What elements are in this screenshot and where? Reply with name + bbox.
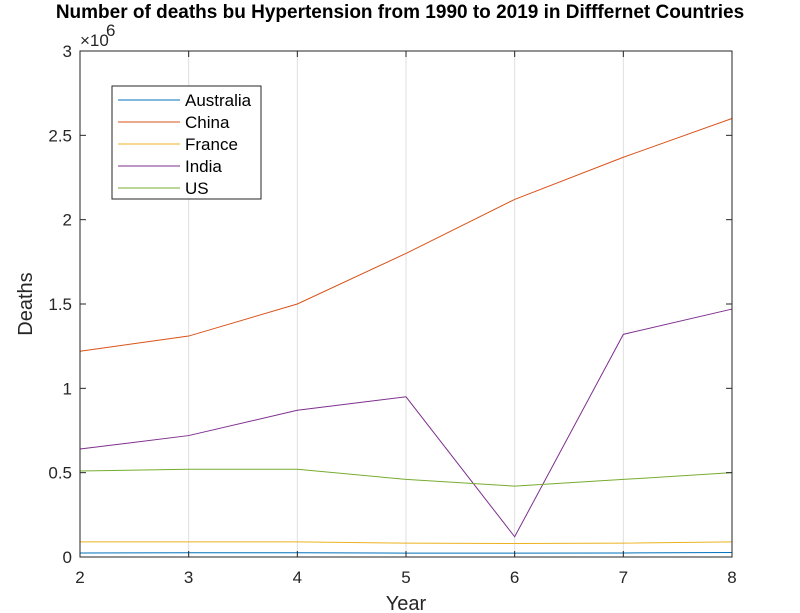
chart-title: Number of deaths bu Hypertension from 19… — [56, 2, 744, 23]
x-tick-label: 2 — [75, 568, 84, 587]
y-tick-label: 0 — [63, 548, 72, 567]
x-tick-label: 7 — [619, 568, 628, 587]
y-tick-label: 2 — [63, 211, 72, 230]
y-exponent-power: 6 — [106, 21, 115, 40]
x-tick-label: 5 — [401, 568, 410, 587]
x-tick-label: 8 — [727, 568, 736, 587]
x-tick-label: 4 — [293, 568, 302, 587]
y-tick-label: 3 — [63, 42, 72, 61]
x-tick-label: 6 — [510, 568, 519, 587]
x-axis-label: Year — [386, 593, 427, 613]
axis-ticks: 2 3 4 5 6 7 8 0 0.5 1 1.5 2 2.5 3 — [48, 42, 736, 587]
legend: Australia China France India US — [111, 85, 262, 200]
legend-label: US — [185, 179, 209, 198]
series-line-india — [79, 308, 733, 538]
series-line-us — [79, 468, 733, 487]
legend-label: Australia — [185, 91, 252, 110]
legend-label: India — [185, 157, 222, 176]
legend-label: France — [185, 135, 238, 154]
y-tick-label: 2.5 — [48, 126, 72, 145]
series-line-france — [80, 541, 733, 545]
legend-box — [111, 85, 262, 200]
y-exponent-base: ×10 — [80, 31, 109, 50]
legend-label: China — [185, 113, 230, 132]
y-tick-label: 1 — [63, 379, 72, 398]
series-line-china — [79, 117, 733, 352]
y-exponent: ×10 6 — [80, 21, 115, 50]
x-tick-label: 3 — [184, 568, 193, 587]
y-tick-label: 0.5 — [48, 464, 72, 483]
y-axis-label: Deaths — [15, 272, 37, 335]
y-tick-label: 1.5 — [48, 295, 72, 314]
